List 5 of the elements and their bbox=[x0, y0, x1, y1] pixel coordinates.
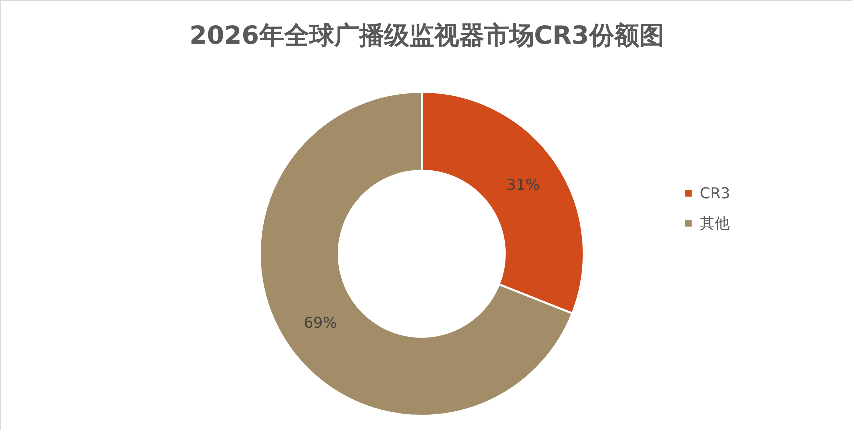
legend-label: 其他 bbox=[700, 214, 730, 232]
data-label: 31% bbox=[506, 176, 540, 194]
data-label: 69% bbox=[304, 314, 338, 332]
legend-label: CR3 bbox=[700, 184, 730, 202]
chart-title: 2026年全球广播级监视器市场CR3份额图 bbox=[190, 21, 664, 50]
